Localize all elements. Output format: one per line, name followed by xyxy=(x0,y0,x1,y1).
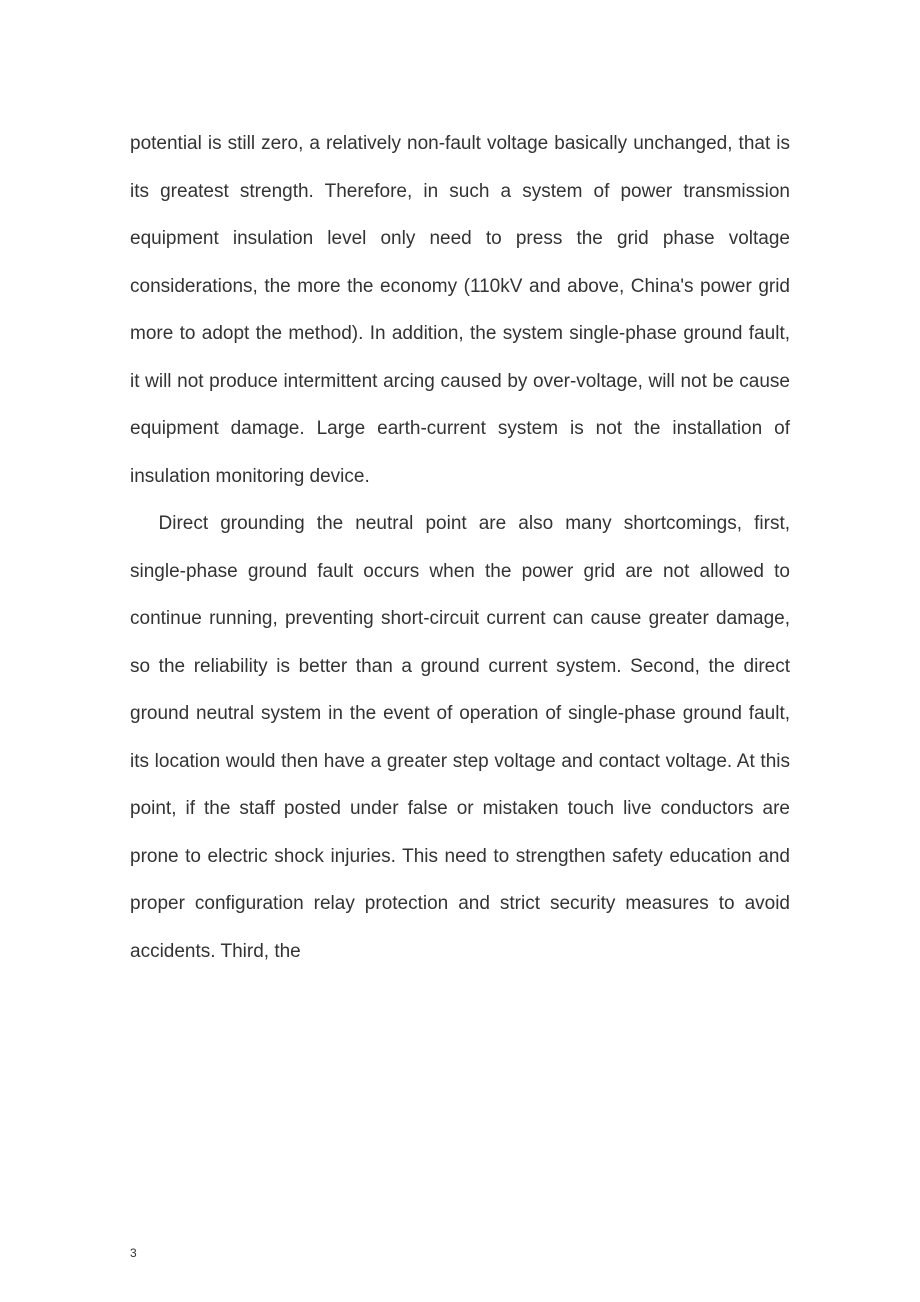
document-body: potential is still zero, a relatively no… xyxy=(130,120,790,975)
paragraph-2: Direct grounding the neutral point are a… xyxy=(130,500,790,975)
page-number: 3 xyxy=(130,1246,137,1260)
paragraph-1: potential is still zero, a relatively no… xyxy=(130,120,790,500)
